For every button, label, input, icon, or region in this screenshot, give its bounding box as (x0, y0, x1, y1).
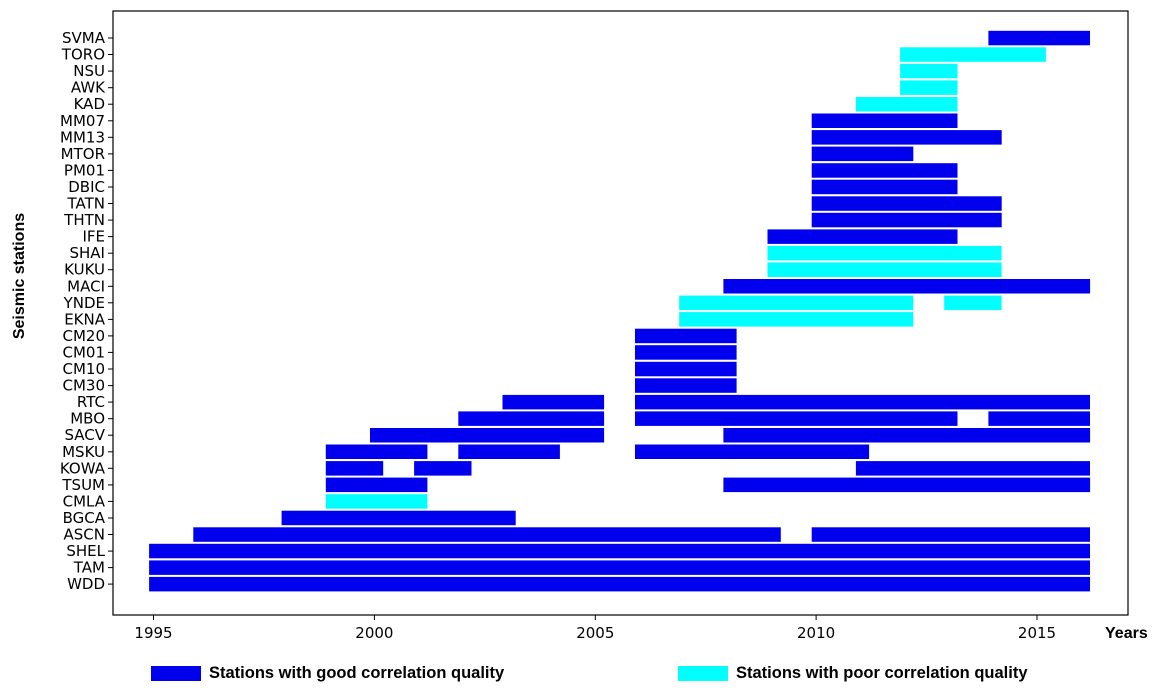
y-tick-label-toro: TORO (61, 46, 105, 64)
y-tick-label-thtn: THTN (63, 211, 105, 229)
y-tick-label-ife: IFE (82, 228, 105, 246)
bar-kuku-1 (767, 262, 1002, 277)
y-tick-label-cm10: CM10 (62, 360, 105, 378)
chart-bars (149, 30, 1091, 592)
bar-ynde-1 (679, 295, 914, 311)
y-tick-label-shel: SHEL (66, 542, 105, 560)
y-tick-label-dbic: DBIC (68, 178, 105, 196)
bar-cm20-1 (635, 328, 737, 344)
y-tick-label-sacv: SACV (64, 426, 105, 444)
bar-pm01-1 (811, 163, 958, 178)
y-tick-label-mbo: MBO (70, 410, 105, 428)
y-tick-label-cmla: CMLA (63, 492, 106, 510)
bar-mbo-2 (635, 411, 958, 426)
y-tick-label-maci: MACI (67, 277, 105, 295)
bar-toro-1 (900, 47, 1046, 62)
y-tick-label-mtor: MTOR (61, 145, 105, 163)
y-tick-label-wdd: WDD (67, 575, 105, 593)
bar-kowa-3 (855, 461, 1090, 476)
bar-dbic-1 (811, 179, 958, 195)
bar-kowa-2 (414, 461, 472, 476)
bar-msku-3 (635, 444, 870, 459)
bar-rtc-2 (635, 394, 1090, 410)
bar-cmla-1 (325, 494, 428, 509)
legend-poor-label: Stations with poor correlation quality (736, 664, 1028, 682)
plot-frame (112, 10, 1129, 616)
bar-tsum-2 (723, 477, 1091, 493)
y-tick-label-tam: TAM (73, 559, 105, 577)
y-tick-label-cm30: CM30 (62, 377, 105, 395)
legend-good: Stations with good correlation quality (151, 664, 504, 683)
bar-msku-2 (458, 444, 560, 459)
bar-shai-1 (767, 245, 1002, 261)
bar-tsum-1 (325, 477, 428, 493)
bar-mtor-1 (811, 146, 914, 162)
y-tick-label-mm07: MM07 (60, 112, 105, 130)
bar-ynde-2 (944, 295, 1002, 311)
y-tick-label-bgca: BGCA (63, 509, 106, 527)
y-tick-label-shai: SHAI (70, 244, 106, 262)
bar-rtc-1 (502, 394, 605, 410)
x-axis-title: Years (1105, 625, 1148, 642)
y-tick-label-mm13: MM13 (60, 128, 105, 146)
legend-poor-swatch (678, 666, 728, 681)
bar-cm01-1 (635, 345, 737, 360)
bar-kowa-1 (325, 461, 384, 476)
bar-nsu-1 (900, 63, 958, 79)
bar-wdd-1 (149, 576, 1091, 592)
y-tick-label-cm20: CM20 (62, 327, 105, 345)
bar-ascn-1 (193, 527, 781, 542)
bar-msku-1 (325, 444, 428, 459)
y-tick-label-nsu: NSU (73, 62, 105, 80)
y-tick-label-ascn: ASCN (64, 526, 105, 544)
bar-svma-1 (988, 30, 1090, 46)
y-tick-label-tsum: TSUM (61, 476, 105, 494)
bar-awk-1 (900, 80, 958, 95)
bar-thtn-1 (811, 212, 1002, 228)
x-tick-label-2010: 2010 (797, 624, 835, 642)
bar-mbo-1 (458, 411, 605, 426)
legend-good-swatch (151, 666, 201, 681)
bar-cm30-1 (635, 378, 737, 393)
y-tick-label-ynde: YNDE (63, 294, 105, 312)
bar-cm10-1 (635, 361, 737, 377)
bar-bgca-1 (281, 510, 516, 526)
bar-sacv-2 (723, 428, 1091, 443)
bar-mm07-1 (811, 113, 958, 128)
y-tick-label-kowa: KOWA (60, 459, 106, 477)
x-tick-label-2000: 2000 (355, 624, 393, 642)
bar-ekna-1 (679, 312, 914, 327)
legend-poor: Stations with poor correlation quality (678, 664, 1028, 683)
y-tick-label-tatn: TATN (67, 195, 105, 213)
y-tick-label-kad: KAD (74, 95, 105, 113)
y-tick-label-awk: AWK (71, 79, 106, 97)
bar-maci-1 (723, 279, 1091, 294)
bar-ascn-2 (811, 527, 1090, 542)
bar-kad-1 (855, 97, 958, 112)
legend-good-label: Stations with good correlation quality (209, 664, 505, 682)
bar-mm13-1 (811, 130, 1002, 145)
y-axis-title: Seismic stations (11, 213, 28, 339)
bar-ife-1 (767, 229, 958, 244)
y-tick-label-msku: MSKU (62, 443, 105, 461)
bar-mbo-3 (988, 411, 1090, 426)
x-tick-label-2005: 2005 (576, 624, 614, 642)
y-tick-label-svma: SVMA (62, 29, 106, 47)
y-tick-label-pm01: PM01 (64, 161, 105, 179)
x-tick-label-2015: 2015 (1018, 624, 1056, 642)
x-tick-label-1995: 1995 (134, 624, 172, 642)
bar-tatn-1 (811, 196, 1002, 211)
y-tick-label-ekna: EKNA (64, 310, 106, 328)
y-tick-label-cm01: CM01 (62, 343, 105, 361)
bar-shel-1 (149, 543, 1091, 559)
y-axis-ticks: SVMATORONSUAWKKADMM07MM13MTORPM01DBICTAT… (60, 29, 113, 593)
y-tick-label-rtc: RTC (77, 393, 105, 411)
bar-tam-1 (149, 560, 1091, 575)
y-tick-label-kuku: KUKU (64, 261, 105, 279)
x-axis-ticks: 1995 2000 2005 2010 2015 (134, 615, 1056, 642)
bar-sacv-1 (370, 428, 605, 443)
